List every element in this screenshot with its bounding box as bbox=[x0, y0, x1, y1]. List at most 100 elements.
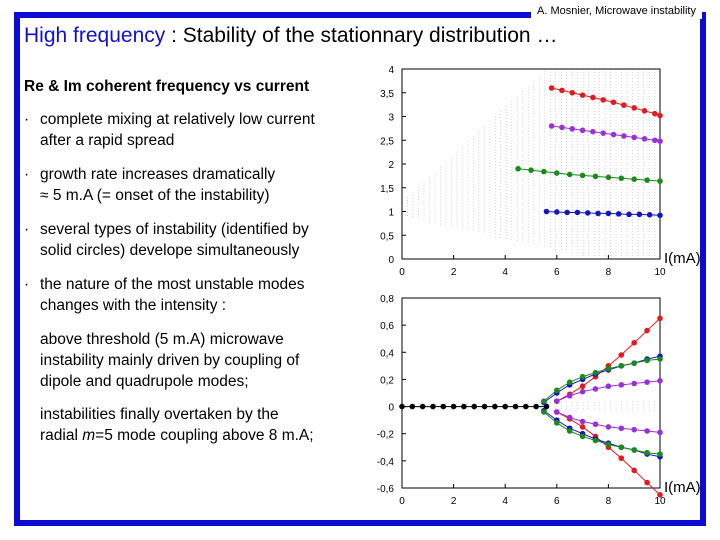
y-tick-label: -0,2 bbox=[377, 430, 395, 441]
data-point bbox=[605, 383, 612, 390]
data-point bbox=[631, 447, 637, 453]
x-tick-label: 8 bbox=[606, 496, 612, 507]
data-point bbox=[399, 403, 405, 410]
data-point bbox=[592, 369, 599, 376]
plot-frame bbox=[401, 68, 661, 260]
data-point bbox=[631, 467, 637, 474]
data-point bbox=[541, 398, 547, 404]
y-tick-label: 4 bbox=[388, 65, 394, 76]
bullet-item: · several types of instability (identifi… bbox=[24, 219, 364, 261]
data-point bbox=[610, 131, 617, 138]
bullet-line: after a rapid spread bbox=[40, 132, 175, 149]
data-point bbox=[644, 327, 650, 334]
y-tick-label: 3 bbox=[388, 113, 394, 124]
data-point bbox=[440, 403, 447, 410]
y-tick-label: 0,4 bbox=[380, 348, 394, 359]
section-heading: Re & Im coherent frequency vs current bbox=[24, 78, 310, 95]
x-tick-label: 4 bbox=[502, 267, 508, 278]
data-point bbox=[541, 168, 547, 175]
para-italic-m: m bbox=[82, 427, 96, 444]
data-point bbox=[481, 403, 488, 410]
data-point bbox=[554, 387, 560, 394]
top-border bbox=[14, 12, 706, 18]
data-point bbox=[657, 212, 663, 219]
series-line bbox=[543, 411, 661, 455]
data-point bbox=[610, 99, 617, 106]
data-point bbox=[543, 403, 550, 410]
y-tick-label: -0,6 bbox=[377, 484, 395, 495]
stable-mode-band bbox=[407, 69, 655, 257]
data-point bbox=[579, 424, 586, 430]
data-point bbox=[618, 382, 625, 388]
data-point bbox=[579, 388, 586, 395]
plot-frame bbox=[401, 297, 661, 489]
data-point bbox=[652, 137, 658, 144]
para-line: instability mainly driven by coupling of bbox=[40, 352, 300, 369]
data-point bbox=[559, 87, 565, 94]
data-point bbox=[631, 380, 637, 387]
data-point bbox=[600, 97, 607, 103]
bullet-line: changes with the intensity : bbox=[40, 297, 227, 314]
data-point bbox=[502, 403, 509, 410]
y-tick-label: 2,5 bbox=[380, 136, 394, 147]
data-point bbox=[541, 409, 547, 415]
data-point bbox=[548, 123, 555, 129]
y-tick-label: 0,2 bbox=[380, 375, 394, 386]
data-point bbox=[574, 209, 581, 216]
data-point bbox=[657, 315, 663, 322]
data-point bbox=[430, 403, 436, 410]
bullet-dot-icon: · bbox=[24, 111, 30, 128]
data-point bbox=[533, 403, 539, 410]
data-point bbox=[618, 455, 625, 461]
data-point bbox=[631, 360, 637, 366]
data-point bbox=[419, 403, 426, 410]
data-point bbox=[579, 127, 586, 134]
data-point bbox=[631, 176, 637, 182]
data-point bbox=[548, 85, 555, 91]
data-point bbox=[621, 133, 627, 139]
x-tick-label: 10 bbox=[654, 496, 666, 507]
data-point bbox=[605, 441, 612, 448]
bottom-border bbox=[14, 520, 706, 526]
data-point bbox=[450, 403, 457, 410]
data-point bbox=[590, 128, 596, 135]
data-point bbox=[644, 479, 650, 486]
data-point bbox=[461, 403, 467, 410]
data-point bbox=[657, 429, 663, 436]
bullet-line: ≈ 5 m.A (= onset of the instability) bbox=[40, 187, 270, 204]
data-point bbox=[605, 174, 612, 181]
data-point bbox=[592, 173, 599, 180]
data-point bbox=[592, 421, 599, 428]
bullet-line: complete mixing at relatively low curren… bbox=[40, 111, 315, 128]
data-point bbox=[618, 175, 625, 182]
series-line bbox=[546, 211, 661, 216]
data-point bbox=[559, 124, 565, 131]
data-point bbox=[631, 426, 637, 433]
data-point bbox=[644, 379, 650, 385]
x-tick-label: 0 bbox=[399, 496, 405, 507]
paragraph-dipole: above threshold (5 m.A) microwave instab… bbox=[40, 329, 364, 392]
data-point bbox=[515, 165, 521, 172]
x-tick-label: 2 bbox=[451, 496, 457, 507]
bullet-line: several types of instability (identified… bbox=[40, 221, 309, 238]
data-point bbox=[657, 451, 663, 457]
x-tick-label: 8 bbox=[606, 267, 612, 278]
data-point bbox=[584, 210, 591, 216]
data-point bbox=[409, 403, 416, 410]
data-point bbox=[615, 211, 622, 217]
data-point bbox=[543, 208, 550, 215]
y-tick-label: 0 bbox=[388, 255, 394, 266]
data-point bbox=[523, 403, 529, 410]
y-tick-label: 1 bbox=[388, 208, 394, 219]
data-point bbox=[569, 126, 576, 132]
data-point bbox=[644, 428, 650, 434]
x-tick-label: 6 bbox=[554, 267, 560, 278]
data-point bbox=[579, 172, 586, 179]
data-point bbox=[631, 339, 637, 346]
data-point bbox=[657, 112, 663, 119]
paragraph-radial: instabilities finally overtaken by the r… bbox=[40, 404, 364, 446]
bullet-dot-icon: · bbox=[24, 221, 30, 238]
data-point bbox=[579, 92, 586, 98]
